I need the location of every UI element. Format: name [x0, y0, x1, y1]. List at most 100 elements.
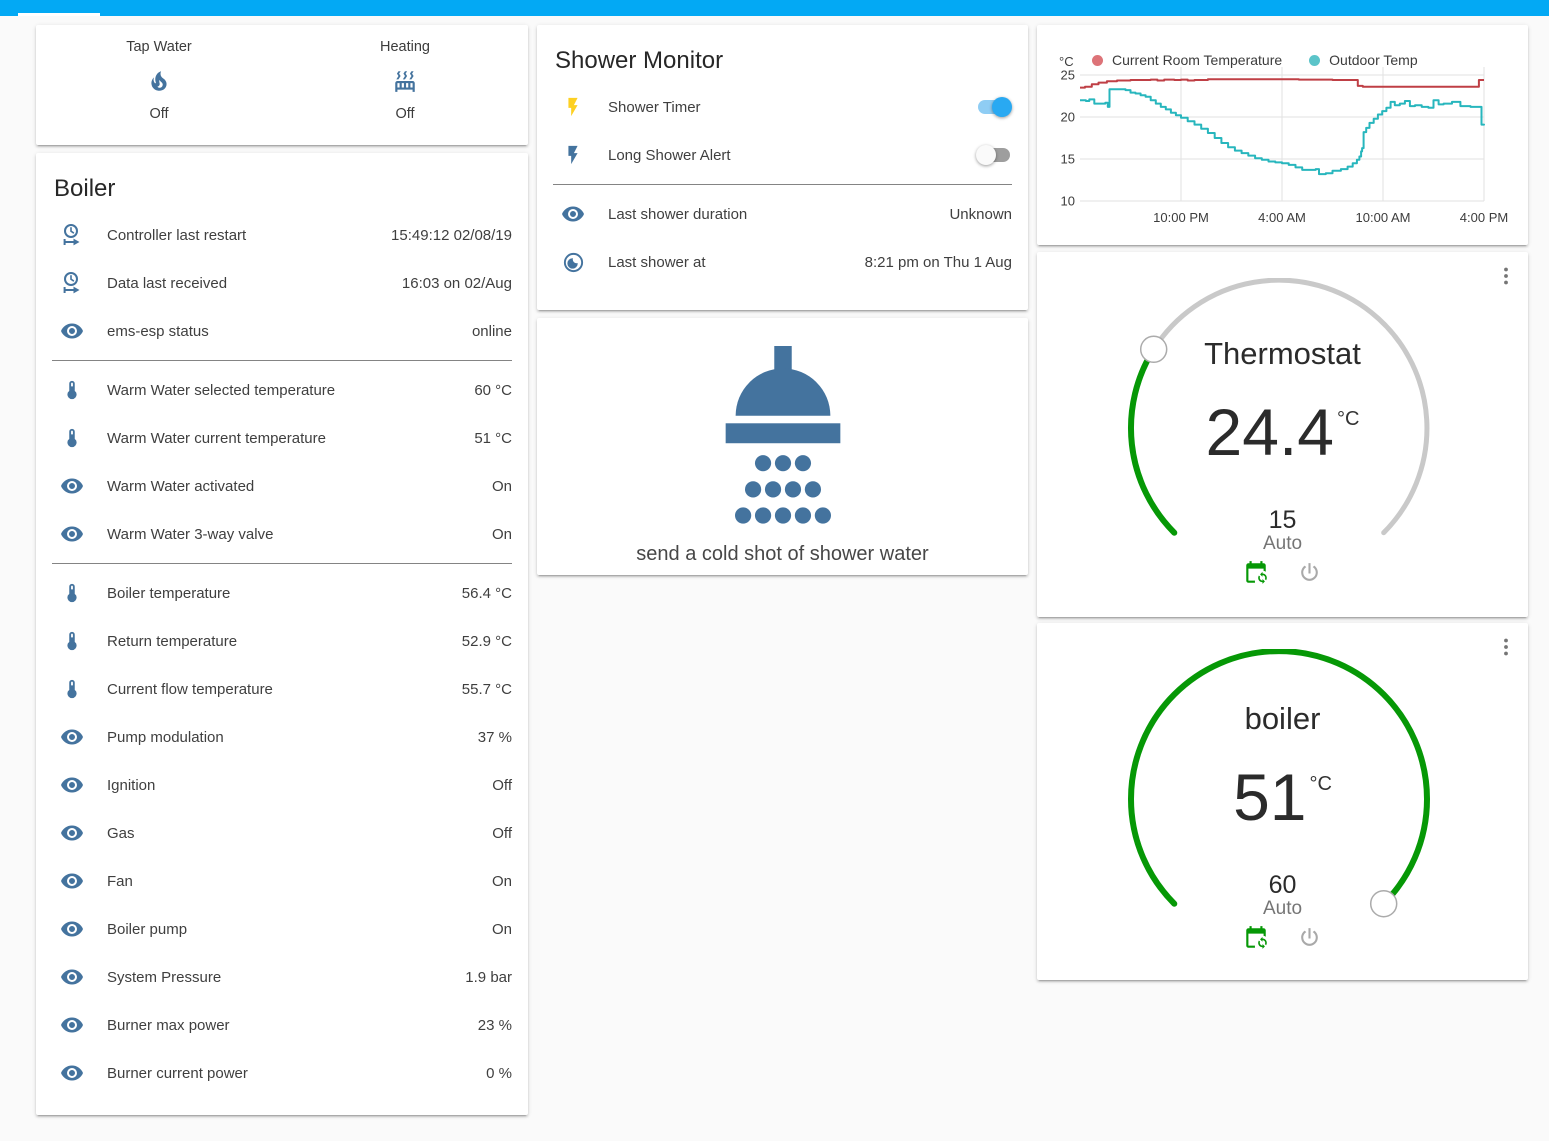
entity-label: Warm Water selected temperature	[107, 381, 336, 399]
legend-label: Current Room Temperature	[1112, 52, 1283, 68]
thermostat-card: Thermostat 24.4 °C 15 Auto	[1037, 252, 1528, 617]
glance-item-heating[interactable]: Heating Off	[282, 25, 528, 145]
entity-label: Last shower duration	[608, 205, 748, 223]
entity-label: Warm Water 3-way valve	[107, 525, 274, 543]
entity-value: On	[491, 920, 512, 938]
legend-item-room: Current Room Temperature	[1092, 52, 1282, 68]
svg-text:4:00 PM: 4:00 PM	[1460, 210, 1508, 225]
entity-row: Warm Water activated On	[52, 462, 512, 510]
radiator-icon	[392, 68, 418, 95]
divider	[52, 360, 512, 361]
temperature-history-card: 25 20 15 10 10:00 PM 4:00 AM 10:00 AM 4:00 PM °…	[1037, 25, 1528, 245]
toggle-switch[interactable]	[976, 145, 1012, 165]
entity-row: Controller last restart 15:49:12 02/08/19	[52, 211, 512, 259]
boiler-dial-slider[interactable]	[1109, 649, 1449, 949]
entity-row: Boiler temperature 56.4 °C	[52, 569, 512, 617]
svg-text:25: 25	[1061, 68, 1075, 83]
glance-label: Heating	[380, 39, 430, 55]
entity-value: 8:21 pm on Thu 1 Aug	[864, 253, 1012, 271]
entity-label: Pump modulation	[107, 728, 224, 746]
shower-action-button[interactable]: send a cold shot of shower water	[537, 318, 1028, 575]
card-title: Shower Monitor	[555, 47, 724, 74]
eye-icon	[60, 1013, 84, 1037]
temperature-unit: °C	[1337, 408, 1360, 430]
entity-row: Return temperature 52.9 °C	[52, 617, 512, 665]
glance-state: Off	[395, 106, 415, 122]
entity-label: Burner current power	[107, 1064, 248, 1082]
eye-icon	[60, 725, 84, 749]
clock-start-icon	[60, 271, 84, 295]
entity-row: Current flow temperature 55.7 °C	[52, 665, 512, 713]
hvac-mode: Auto	[1262, 898, 1303, 919]
flash-icon	[561, 143, 585, 167]
divider	[553, 184, 1012, 185]
fire-icon	[146, 68, 172, 95]
eye-icon	[60, 917, 84, 941]
entity-value: On	[491, 525, 512, 543]
toggle-switch[interactable]	[976, 97, 1012, 117]
entity-label: Boiler pump	[107, 920, 188, 938]
entity-label: Controller last restart	[107, 226, 247, 244]
entity-row: Warm Water selected temperature 60 °C	[52, 366, 512, 414]
eye-icon	[60, 319, 84, 343]
entity-row: Burner max power 23 %	[52, 1001, 512, 1049]
entity-value: 23 %	[477, 1016, 512, 1034]
boiler-dial-card: boiler 51 °C 60 Auto	[1037, 623, 1528, 980]
shower-action-label: send a cold shot of shower water	[636, 543, 929, 565]
entity-row: Burner current power 0 %	[52, 1049, 512, 1097]
eye-icon	[60, 1061, 84, 1085]
entity-value: 1.9 bar	[465, 968, 512, 986]
dial-actions	[1037, 925, 1528, 956]
thermometer-icon	[60, 581, 84, 605]
eye-icon	[60, 821, 84, 845]
middle-column: Shower Monitor Shower Timer Long Shower A…	[537, 25, 1028, 575]
chart-legend: Current Room Temperature Outdoor Temp	[1092, 52, 1418, 68]
hvac-mode: Auto	[1262, 533, 1303, 554]
card-title: Boiler	[54, 175, 116, 202]
clock-start-icon	[60, 223, 84, 247]
entity-row: Warm Water 3-way valve On	[52, 510, 512, 558]
entity-value: 55.7 °C	[461, 680, 512, 698]
entity-row: Fan On	[52, 857, 512, 905]
entity-value: On	[491, 477, 512, 495]
svg-text:20: 20	[1061, 110, 1075, 125]
entity-value: 51 °C	[474, 429, 512, 447]
more-options-button[interactable]	[1494, 635, 1518, 659]
left-column: Tap Water Off Heating Off Boiler Controller…	[36, 25, 528, 1115]
entity-label: Return temperature	[107, 632, 238, 650]
power-icon[interactable]	[1297, 560, 1322, 591]
entity-label: Shower Timer	[608, 98, 701, 116]
entity-value: 15:49:12 02/08/19	[391, 226, 512, 244]
entity-label: Data last received	[107, 274, 228, 292]
entity-row: Boiler pump On	[52, 905, 512, 953]
entity-value: Unknown	[949, 205, 1012, 223]
eye-icon	[60, 773, 84, 797]
app-header	[0, 0, 1549, 16]
boiler-entities-card: Boiler Controller last restart 15:49:12 0…	[36, 153, 528, 1115]
shower-head-icon	[708, 346, 858, 533]
entity-label: Ignition	[107, 776, 156, 794]
glance-item-tap-water[interactable]: Tap Water Off	[36, 25, 282, 145]
calendar-sync-icon[interactable]	[1243, 560, 1269, 591]
dial-title: Thermostat	[1204, 336, 1361, 371]
entity-value: Off	[492, 824, 512, 842]
entity-label: Long Shower Alert	[608, 146, 731, 164]
thermostat-dial-slider[interactable]	[1109, 278, 1449, 578]
thermometer-icon	[60, 378, 84, 402]
entity-label: Current flow temperature	[107, 680, 273, 698]
entity-label: Fan	[107, 872, 133, 890]
entity-row: Long Shower Alert	[553, 131, 1012, 179]
entity-rows: Shower Timer Long Shower Alert Last shower…	[537, 81, 1028, 286]
history-chart: 25 20 15 10 10:00 PM 4:00 AM 10:00 AM 4:00 PM	[1061, 67, 1508, 225]
calendar-sync-icon[interactable]	[1243, 925, 1269, 956]
entity-value: On	[491, 872, 512, 890]
power-icon[interactable]	[1297, 925, 1322, 956]
glance-label: Tap Water	[126, 39, 192, 55]
temperature-unit: °C	[1309, 773, 1332, 795]
active-tab-indicator[interactable]	[18, 13, 100, 16]
entity-value: 16:03 on 02/Aug	[401, 274, 512, 292]
more-options-button[interactable]	[1494, 264, 1518, 288]
eye-icon	[60, 474, 84, 498]
dial-title: boiler	[1244, 701, 1321, 736]
entity-label: ems-esp status	[107, 322, 209, 340]
